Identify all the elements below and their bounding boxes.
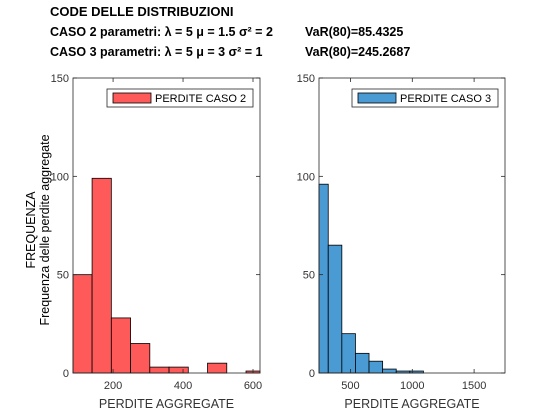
histogram-bar	[207, 362, 228, 374]
legend-label: PERDITE CASO 3	[400, 93, 491, 105]
y-tick-label: 0	[309, 368, 315, 380]
x-tick-label: 200	[104, 380, 122, 392]
x-tick-label: 500	[341, 380, 359, 392]
case3-row: CASO 3 parametri: λ = 5 μ = 3 σ² = 1 VaR…	[50, 42, 550, 62]
histogram-bar	[72, 274, 93, 374]
y-tick-label: 0	[63, 368, 69, 380]
legend-label: PERDITE CASO 2	[155, 93, 246, 105]
figure-title: CODE DELLE DISTRIBUZIONI	[50, 4, 234, 19]
histogram-bar	[341, 333, 356, 374]
y-tick-label: 150	[51, 73, 69, 85]
x-tick-label: 600	[244, 380, 262, 392]
y-tick-label: 150	[297, 73, 315, 85]
case2-row: CASO 2 parametri: λ = 5 μ = 1.5 σ² = 2 V…	[50, 22, 550, 42]
figure-header: CODE DELLE DISTRIBUZIONI CASO 2 parametr…	[50, 2, 550, 62]
x-tick-label: 1500	[462, 380, 486, 392]
histogram-bar	[130, 343, 151, 374]
axes-box	[72, 77, 261, 374]
legend-swatch	[357, 92, 397, 104]
histogram-bar	[91, 177, 112, 374]
case2-var: VaR(80)=85.4325	[305, 25, 404, 39]
histogram-bar	[110, 317, 131, 374]
histogram-bar	[368, 360, 384, 374]
y-tick-label: 100	[297, 171, 315, 183]
histogram-bar	[149, 366, 170, 374]
y-tick-label: 50	[57, 270, 69, 282]
histogram-bar	[168, 366, 189, 374]
histogram-bar	[318, 183, 329, 374]
x-axis-label: PERDITE AGGREGATE	[344, 397, 479, 411]
case2-parameters: CASO 2 parametri: λ = 5 μ = 1.5 σ² = 2	[50, 25, 273, 39]
x-axis-label: PERDITE AGGREGATE	[99, 397, 234, 411]
y-tick-label: 50	[303, 270, 315, 282]
case3-var: VaR(80)=245.2687	[305, 45, 411, 59]
axes-box	[318, 77, 506, 374]
legend-swatch	[112, 92, 152, 104]
x-tick-label: 400	[174, 380, 192, 392]
histogram-bar	[382, 368, 397, 374]
x-tick-label: 1000	[400, 380, 424, 392]
y-tick-label: 100	[51, 171, 69, 183]
histogram-bar	[327, 244, 343, 374]
histogram-bar	[355, 352, 370, 374]
case3-parameters: CASO 3 parametri: λ = 5 μ = 3 σ² = 1	[50, 45, 263, 59]
